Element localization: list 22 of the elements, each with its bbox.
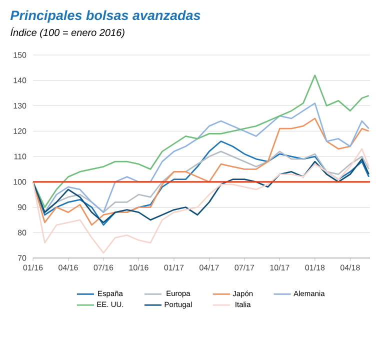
y-tick-label: 90 xyxy=(18,204,26,210)
chart-title: Principales bolsas avanzadas xyxy=(10,10,200,23)
x-tick-label: 10/16 xyxy=(129,264,148,270)
x-tick-label: 01/16 xyxy=(23,264,43,270)
x-tick-label: 04/17 xyxy=(200,264,219,270)
x-tick-label: 07/16 xyxy=(94,264,114,270)
x-tick-label: 01/18 xyxy=(305,264,325,270)
x-tick-label: 07/17 xyxy=(234,264,254,270)
y-tick-label: 150 xyxy=(14,52,26,58)
y-tick-label: 120 xyxy=(14,128,26,134)
x-tick-label: 04/18 xyxy=(340,264,360,270)
x-tick-label: 01/17 xyxy=(164,264,184,270)
line-series xyxy=(32,158,370,224)
y-tick-label: 140 xyxy=(14,78,26,84)
x-tick-label: 04/16 xyxy=(58,264,78,270)
y-tick-label: 100 xyxy=(14,179,26,185)
y-tick-label: 70 xyxy=(18,255,26,261)
y-tick-label: 80 xyxy=(18,230,26,236)
y-tick-label: 110 xyxy=(14,154,26,160)
y-tick-label: 130 xyxy=(14,102,26,109)
chart-subtitle: Índice (100 = enero 2016) xyxy=(10,27,124,38)
x-tick-label: 10/17 xyxy=(270,264,290,270)
